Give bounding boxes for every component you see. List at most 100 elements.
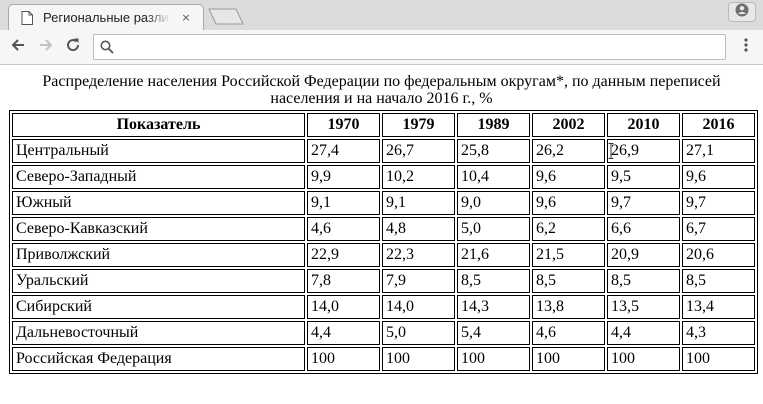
header-1989: 1989 [457, 113, 530, 137]
header-1979: 1979 [382, 113, 455, 137]
value-cell: 13,8 [532, 295, 605, 319]
region-name-cell: Сибирский [12, 295, 305, 319]
value-cell: 9,1 [307, 191, 380, 215]
region-name-cell: Северо-Западный [12, 165, 305, 189]
value-cell: 8,5 [607, 269, 680, 293]
value-cell: 27,1 [682, 139, 755, 163]
value-cell: 10,2 [382, 165, 455, 189]
value-cell: 9,7 [682, 191, 755, 215]
value-cell: 25,8 [457, 139, 530, 163]
value-cell: 9,5 [607, 165, 680, 189]
region-name-cell: Центральный [12, 139, 305, 163]
region-name-cell: Южный [12, 191, 305, 215]
value-cell: 6,6 [607, 217, 680, 241]
value-cell: 6,7 [682, 217, 755, 241]
table-row: Приволжский 22,9 22,3 21,6 21,5 20,9 20,6 [12, 243, 755, 267]
value-cell: 7,8 [307, 269, 380, 293]
value-cell: 14,3 [457, 295, 530, 319]
value-cell: 10,4 [457, 165, 530, 189]
value-cell: 4,4 [307, 321, 380, 345]
value-cell: 22,3 [382, 243, 455, 267]
value-cell: 8,5 [457, 269, 530, 293]
back-arrow-icon [10, 37, 26, 58]
table-row: Российская Федерация 100 100 100 100 100 100 [12, 347, 755, 371]
value-cell: 4,6 [532, 321, 605, 345]
table-row: Сибирский 14,0 14,0 14,3 13,8 13,5 13,4 [12, 295, 755, 319]
document-icon [21, 10, 33, 25]
header-indicator: Показатель [12, 113, 305, 137]
value-cell: 9,7 [607, 191, 680, 215]
value-cell: 13,4 [682, 295, 755, 319]
value-cell: 26,9 [607, 139, 680, 163]
value-cell: 21,5 [532, 243, 605, 267]
table-row: Северо-Кавказский 4,6 4,8 5,0 6,2 6,6 6,7 [12, 217, 755, 241]
value-cell: 6,2 [532, 217, 605, 241]
value-cell: 100 [382, 347, 455, 371]
reload-icon [65, 37, 81, 58]
value-cell: 8,5 [532, 269, 605, 293]
region-name-cell: Российская Федерация [12, 347, 305, 371]
header-2010: 2010 [607, 113, 680, 137]
tab-strip: Региональные разли × [0, 0, 763, 30]
table-caption: Распределение населения Российской Федер… [42, 73, 721, 107]
value-cell: 4,8 [382, 217, 455, 241]
value-cell: 9,6 [532, 165, 605, 189]
region-name-cell: Приволжский [12, 243, 305, 267]
value-cell: 100 [307, 347, 380, 371]
value-cell: 14,0 [307, 295, 380, 319]
value-cell: 100 [607, 347, 680, 371]
tab-title: Региональные разли [43, 10, 169, 25]
address-input[interactable] [120, 37, 718, 57]
value-cell: 9,6 [682, 165, 755, 189]
close-icon[interactable]: × [181, 10, 191, 24]
value-cell: 4,3 [682, 321, 755, 345]
value-cell: 4,4 [607, 321, 680, 345]
value-cell: 100 [682, 347, 755, 371]
reload-button[interactable] [63, 37, 83, 57]
value-cell: 14,0 [382, 295, 455, 319]
value-cell: 5,0 [382, 321, 455, 345]
new-tab-button[interactable] [208, 8, 244, 25]
value-cell: 26,2 [532, 139, 605, 163]
text-cursor-icon [608, 143, 614, 159]
value-cell: 22,9 [307, 243, 380, 267]
search-icon [100, 40, 114, 54]
value-cell: 9,0 [457, 191, 530, 215]
back-button[interactable] [8, 37, 28, 57]
value-cell: 13,5 [607, 295, 680, 319]
profile-button[interactable] [728, 2, 756, 22]
table-row: Центральный 27,4 26,7 25,8 26,2 26,9 27,1 [12, 139, 755, 163]
table-header-row: Показатель 1970 1979 1989 2002 2010 2016 [12, 113, 755, 137]
value-cell: 100 [457, 347, 530, 371]
value-cell: 8,5 [682, 269, 755, 293]
address-bar[interactable] [93, 34, 726, 60]
forward-arrow-icon [38, 37, 54, 58]
value-cell: 100 [532, 347, 605, 371]
region-name-cell: Уральский [12, 269, 305, 293]
header-1970: 1970 [307, 113, 380, 137]
region-name-cell: Северо-Кавказский [12, 217, 305, 241]
value-cell: 5,0 [457, 217, 530, 241]
value-cell: 26,7 [382, 139, 455, 163]
value-cell: 7,9 [382, 269, 455, 293]
browser-toolbar [0, 30, 763, 65]
kebab-menu-icon [744, 37, 748, 57]
value-cell: 20,6 [682, 243, 755, 267]
profile-icon [735, 3, 749, 22]
active-tab[interactable]: Региональные разли × [8, 4, 204, 30]
table-row: Южный 9,1 9,1 9,0 9,6 9,7 9,7 [12, 191, 755, 215]
value-cell: 27,4 [307, 139, 380, 163]
table-row: Северо-Западный 9,9 10,2 10,4 9,6 9,5 9,6 [12, 165, 755, 189]
value-cell: 9,1 [382, 191, 455, 215]
header-2002: 2002 [532, 113, 605, 137]
value-cell: 5,4 [457, 321, 530, 345]
population-table: Показатель 1970 1979 1989 2002 2010 2016… [9, 110, 758, 374]
table-row: Уральский 7,8 7,9 8,5 8,5 8,5 8,5 [12, 269, 755, 293]
value-cell: 4,6 [307, 217, 380, 241]
value-cell: 20,9 [607, 243, 680, 267]
value-cell: 9,6 [532, 191, 605, 215]
forward-button[interactable] [36, 37, 56, 57]
menu-button[interactable] [736, 37, 756, 57]
value-cell: 9,9 [307, 165, 380, 189]
value-cell: 21,6 [457, 243, 530, 267]
